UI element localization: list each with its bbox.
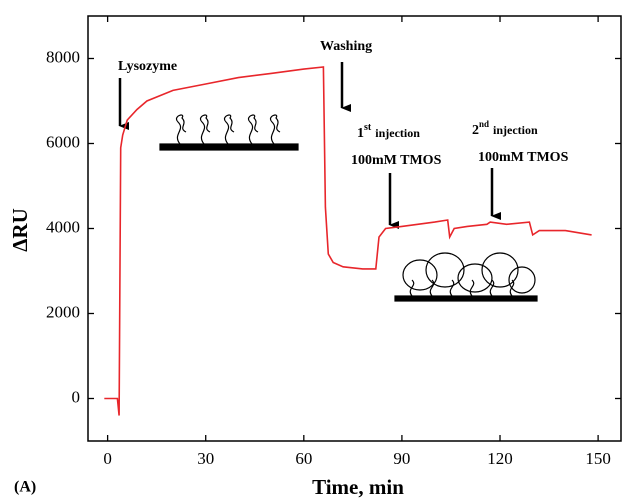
x-tick-label: 120 xyxy=(487,449,513,468)
annotation: Washing xyxy=(320,39,372,54)
annotation-text: injection xyxy=(375,126,420,140)
y-tick-label: 8000 xyxy=(46,47,80,66)
annotation: Lysozyme xyxy=(118,59,177,74)
x-tick-label: 0 xyxy=(103,449,112,468)
ordinal: 2 xyxy=(472,123,479,138)
x-tick-label: 60 xyxy=(295,449,312,468)
surface-cartoon xyxy=(394,252,538,302)
annotation: 2nd injection xyxy=(472,119,538,138)
x-axis-title: Time, min xyxy=(312,475,404,499)
x-tick-label: 150 xyxy=(585,449,611,468)
y-tick-label: 0 xyxy=(72,387,81,406)
x-tick-label: 90 xyxy=(393,449,410,468)
y-axis-title: ΔRU xyxy=(8,208,32,252)
annotation-text: injection xyxy=(493,123,538,137)
annotation: 100mM TMOS xyxy=(351,153,442,168)
ordinal: 1 xyxy=(357,126,364,141)
panel-label: (A) xyxy=(14,479,36,496)
surface-cartoon xyxy=(159,114,299,151)
annotation: 100mM TMOS xyxy=(478,150,569,165)
y-tick-label: 2000 xyxy=(46,302,80,321)
plot-frame xyxy=(87,15,622,442)
x-tick-label: 30 xyxy=(197,449,214,468)
ordinal-suffix: st xyxy=(364,122,372,133)
annotation: 1st injection xyxy=(357,122,420,141)
data-line xyxy=(104,66,592,416)
ordinal-suffix: nd xyxy=(479,119,489,129)
y-tick-label: 4000 xyxy=(46,217,80,236)
y-tick-label: 6000 xyxy=(46,132,80,151)
